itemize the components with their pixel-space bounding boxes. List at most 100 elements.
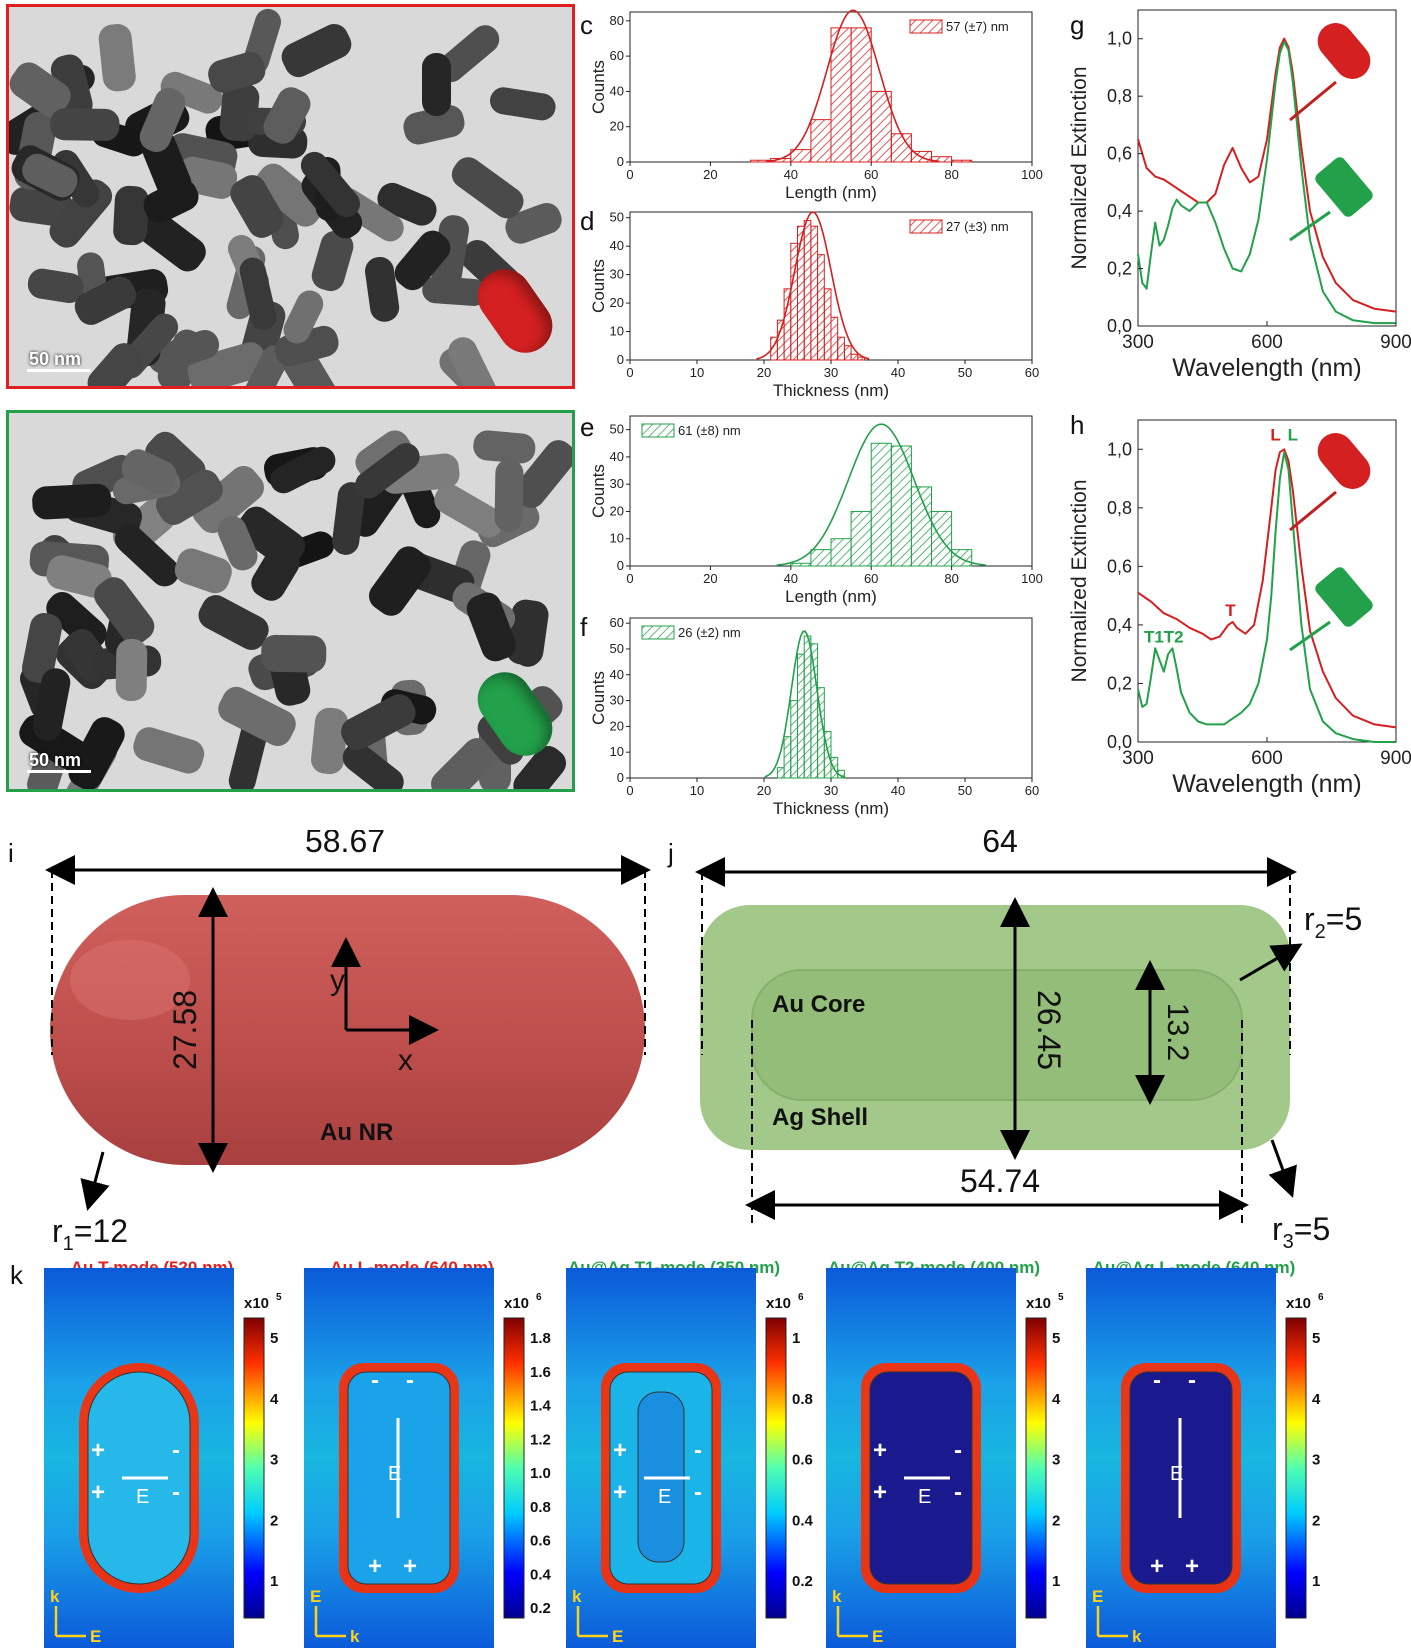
y-tick-label: 0,8 <box>1107 498 1132 518</box>
histogram-bar <box>803 220 812 361</box>
y-tick-label: 20 <box>610 295 624 310</box>
peak-annotation: L <box>1288 425 1298 444</box>
colorbar-multiplier: x10 <box>766 1295 791 1312</box>
x-tick-label: 100 <box>1021 167 1043 182</box>
colorbar <box>503 1317 525 1619</box>
x-tick-label: 0 <box>626 365 633 380</box>
x-axis-label: x <box>398 1044 413 1077</box>
axis-vertical-label: k <box>572 1587 582 1606</box>
field-map: E - - + + Ek x10 6 1.8 1.6 1.4 1.2 1.0 0.8 0.6 0.4 0.2 <box>304 1268 552 1648</box>
x-tick-label: 60 <box>1025 783 1039 798</box>
charge-minus: - <box>1188 1367 1196 1394</box>
x-tick-label: 20 <box>703 571 717 586</box>
colorbar-tick-label: 1 <box>1052 1573 1060 1590</box>
colorbar-exponent: 6 <box>1318 1292 1324 1303</box>
spectrum-line <box>1137 40 1396 325</box>
y-tick-label: 0,6 <box>1107 556 1132 576</box>
charge-minus: - <box>954 1479 962 1506</box>
colorbar-tick-label: 0.2 <box>530 1600 551 1617</box>
auag-rod-icon <box>1315 157 1373 217</box>
pointer-arrow <box>1289 80 1337 122</box>
histogram-bar <box>890 133 912 163</box>
y-tick-label: 0 <box>617 558 624 573</box>
colorbar-tick-label: 2 <box>1052 1512 1060 1529</box>
hotspot-rim <box>601 1363 721 1593</box>
chart-extinction-spectra-1: 300 600 900 0,0 0,2 0,4 0,6 0,8 1,0 Wavelength (n… <box>1068 9 1411 382</box>
peak-annotation: L <box>1270 425 1280 444</box>
x-tick-label: 40 <box>891 365 905 380</box>
length-label: 58.67 <box>305 830 385 859</box>
colorbar-tick-label: 0.4 <box>530 1566 552 1583</box>
tem-image-au: 50 nm <box>6 4 575 389</box>
histogram-bar <box>850 27 872 163</box>
tem-nanorod <box>487 85 558 123</box>
charge-plus: + <box>403 1553 417 1580</box>
x-axis-label: Thickness (nm) <box>773 381 889 400</box>
colorbar-tick-label: 0.4 <box>792 1512 814 1529</box>
y-axis-label: Normalized Extinction <box>1068 66 1091 269</box>
y-tick-label: 0,0 <box>1107 732 1132 752</box>
panel-letter-j: j <box>668 838 674 868</box>
y-tick-label: 0,0 <box>1107 316 1132 336</box>
colorbar-exponent: 5 <box>276 1292 282 1303</box>
histogram-bar <box>850 510 872 567</box>
y-tick-label: 40 <box>610 238 624 253</box>
legend-label: 26 (±2) nm <box>678 625 741 640</box>
charge-minus: - <box>954 1437 962 1464</box>
histogram-bar <box>810 643 819 779</box>
histogram-bar <box>870 442 892 567</box>
x-tick-label: 10 <box>690 783 704 798</box>
x-tick-label: 60 <box>864 571 878 586</box>
r1-label: r1=12 <box>52 1213 128 1250</box>
y-tick-label: 0,4 <box>1107 615 1132 635</box>
colorbar-multiplier: x10 <box>1026 1295 1051 1312</box>
shell-diameter-label: 26.45 <box>1031 990 1067 1070</box>
core-length-label: 54.74 <box>960 1163 1040 1199</box>
histogram-bar <box>830 316 839 361</box>
y-tick-label: 80 <box>610 13 624 28</box>
panel-letter-h: h <box>1070 410 1085 440</box>
histogram-bar <box>951 549 973 567</box>
charge-minus: - <box>406 1367 414 1394</box>
histogram-bar <box>823 731 832 779</box>
au-nr-label: Au NR <box>320 1119 393 1146</box>
histogram-bar <box>810 549 832 567</box>
y-tick-label: 60 <box>610 48 624 63</box>
charge-plus: + <box>1150 1553 1164 1580</box>
x-tick-label: 40 <box>784 167 798 182</box>
tem-nanorod <box>112 185 150 246</box>
colorbar-tick-label: 1.6 <box>530 1364 551 1381</box>
histogram-bar <box>810 225 819 361</box>
pointer-arrow <box>1289 620 1331 652</box>
charge-plus: + <box>873 1479 887 1506</box>
colorbar <box>765 1317 787 1619</box>
gaussian-fit-line <box>766 9 940 163</box>
au-rod-icon <box>1317 433 1371 489</box>
x-tick-label: 0 <box>626 167 633 182</box>
axis-horizontal-label: E <box>612 1627 623 1646</box>
y-tick-label: 40 <box>610 667 624 682</box>
tem-nanorod <box>422 53 452 116</box>
histogram-bar <box>810 119 832 163</box>
tem-nanorod <box>31 482 113 521</box>
y-tick-label: 30 <box>610 476 624 491</box>
y-axis-label: Normalized Extinction <box>1068 479 1091 682</box>
legend-swatch <box>909 19 943 34</box>
histogram-bar <box>843 345 852 361</box>
x-tick-label: 50 <box>958 365 972 380</box>
colorbar-exponent: 6 <box>798 1292 804 1303</box>
colorbar-tick-label: 1.2 <box>530 1431 551 1448</box>
charge-plus: + <box>91 1479 105 1506</box>
y-tick-label: 30 <box>610 267 624 282</box>
peak-annotation: T <box>1225 601 1236 620</box>
x-tick-label: 900 <box>1380 748 1411 769</box>
x-tick-label: 30 <box>824 365 838 380</box>
field-map: E - - + + Ek x10 6 5 4 3 2 1 <box>1086 1268 1324 1648</box>
tem-nanorod <box>260 634 327 673</box>
y-axis-label: Counts <box>590 259 608 313</box>
tem-nanorod <box>204 48 269 97</box>
axis-horizontal-label: E <box>90 1627 101 1646</box>
colorbar-tick-label: 5 <box>1052 1330 1060 1347</box>
y-tick-label: 0,2 <box>1107 673 1132 693</box>
